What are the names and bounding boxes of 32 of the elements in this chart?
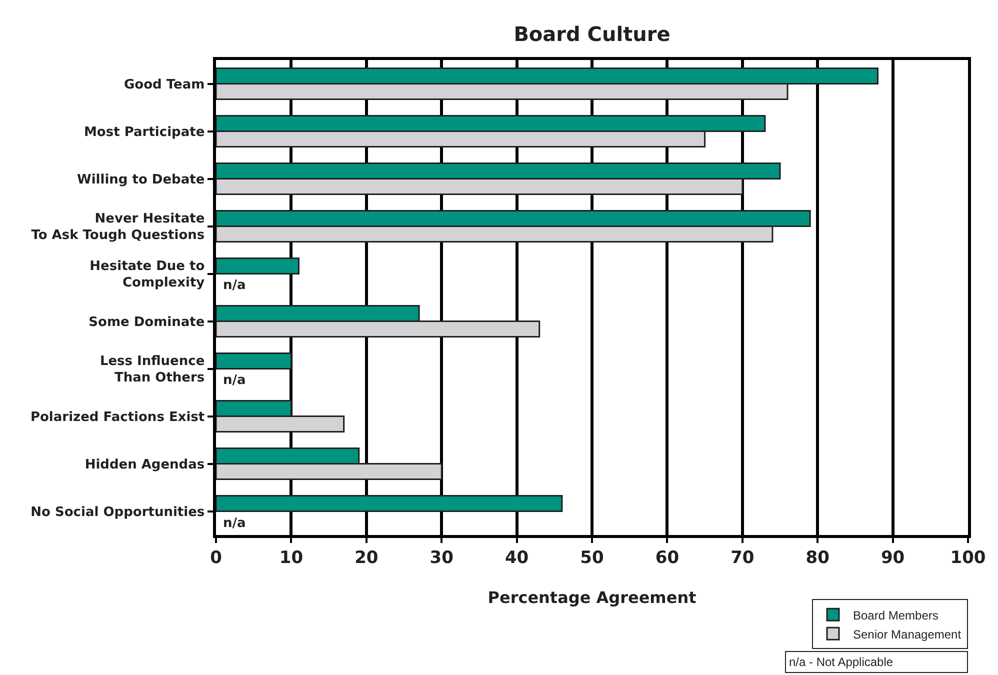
x-tick-label: 10 xyxy=(279,548,304,568)
x-tick-label: 80 xyxy=(806,548,830,568)
y-tick-label: Some Dominate xyxy=(88,314,205,330)
annotation: n/a xyxy=(223,278,246,293)
y-tick-label: Most Participate xyxy=(84,124,205,140)
x-axis-title: Percentage Agreement xyxy=(488,588,697,607)
legend-label: Senior Management xyxy=(853,627,962,642)
y-tick-label: Polarized Factions Exist xyxy=(30,410,205,425)
y-tick-label: Less Influence Than Others xyxy=(100,354,205,386)
y-tick-label: Hidden Agendas xyxy=(84,457,205,472)
x-tick-label: 30 xyxy=(430,548,454,568)
bar xyxy=(216,495,563,512)
bar xyxy=(216,352,292,370)
y-tick-label: Hesitate Due to Complexity xyxy=(90,258,206,291)
x-tick-label: 40 xyxy=(504,548,529,568)
x-tick-label: 70 xyxy=(730,548,754,568)
y-tick-label: Never Hesitate To Ask Tough Questions xyxy=(31,211,205,244)
x-tick-label: 50 xyxy=(580,548,604,568)
bar xyxy=(216,258,300,274)
y-tick-label: Good Team xyxy=(124,77,205,92)
legend-label: Board Members xyxy=(853,608,938,622)
x-tick-label: 90 xyxy=(880,548,905,568)
y-tick-label: No Social Opportunities xyxy=(30,504,205,520)
text: n/a - Not Applicable xyxy=(789,655,894,669)
annotation: n/a xyxy=(223,516,246,531)
chart-title: Board Culture xyxy=(514,22,670,46)
x-tick-label: 100 xyxy=(950,548,986,568)
x-tick-label: 20 xyxy=(354,548,378,568)
y-tick-label: Willing to Debate xyxy=(77,172,205,188)
x-tick-label: 60 xyxy=(655,548,680,568)
annotation: n/a xyxy=(223,373,246,388)
x-tick-label: 0 xyxy=(210,548,222,568)
